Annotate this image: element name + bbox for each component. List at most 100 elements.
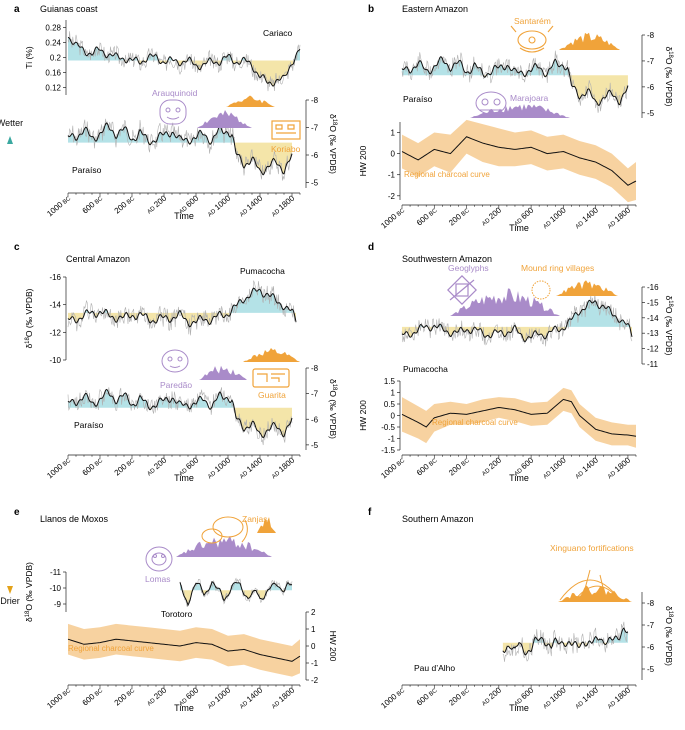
y-axis-label: δ18O (‰ VPDB) bbox=[24, 562, 34, 622]
x-tick-label: 1000 BC bbox=[45, 455, 73, 480]
y-axis-label: HW 200 bbox=[358, 145, 368, 176]
wetter-label: Wetter bbox=[0, 118, 23, 128]
histogram-koriabo bbox=[226, 95, 275, 107]
wet-fill bbox=[68, 37, 300, 61]
y-tick-label: -5 bbox=[647, 665, 655, 674]
y-tick-label: 0.28 bbox=[45, 24, 61, 33]
panel-title: Llanos de Moxos bbox=[40, 514, 109, 524]
chart-b-charcoal: -2 -1 0 1 HW 200 bbox=[358, 119, 637, 203]
y-tick-label: 0.12 bbox=[45, 84, 61, 93]
x-tick-label: 1000 BC bbox=[45, 685, 73, 710]
panel-d-header: d Southwestern Amazon bbox=[368, 242, 492, 264]
x-tick-label: 1000 BC bbox=[379, 205, 407, 230]
y-axis-label: δ18O (‰ VPDB) bbox=[664, 46, 674, 106]
y-tick-label: -7 bbox=[647, 621, 655, 630]
y-tick-label: -10 bbox=[49, 584, 61, 593]
y-tick-label: -14 bbox=[49, 301, 61, 310]
label-pumacocha-d: Pumacocha bbox=[403, 364, 448, 374]
panel-title: Central Amazon bbox=[66, 254, 130, 264]
x-tick-label: AD 1400 bbox=[573, 685, 601, 710]
dry-fill bbox=[180, 590, 292, 606]
charcoal-line bbox=[401, 398, 637, 437]
series-line bbox=[179, 581, 293, 607]
x-tick-label: AD 1800 bbox=[269, 685, 297, 710]
y-tick-label: -0.5 bbox=[381, 423, 395, 432]
marajoara-icon bbox=[475, 91, 507, 115]
x-tick-label: AD 200 bbox=[479, 205, 503, 227]
x-tick-label: AD 1400 bbox=[237, 685, 265, 710]
confidence-band bbox=[68, 623, 300, 677]
x-tick-label: 600 BC bbox=[415, 455, 439, 477]
label-santarem: Santarém bbox=[514, 16, 551, 26]
panel-title: Guianas coast bbox=[40, 4, 98, 14]
x-tick-label: AD 1800 bbox=[605, 205, 633, 230]
x-tick-label: 200 BC bbox=[447, 455, 471, 477]
drier-label: Drier bbox=[0, 596, 20, 606]
x-tick-label: 600 BC bbox=[81, 193, 105, 215]
y-tick-label: -8 bbox=[647, 31, 655, 40]
x-tick-label: AD 1800 bbox=[605, 685, 633, 710]
label-paraiso-c: Paraíso bbox=[74, 420, 104, 430]
series-line bbox=[67, 287, 297, 328]
x-tick-label: AD 1400 bbox=[573, 205, 601, 230]
x-tick-label: 200 BC bbox=[113, 455, 137, 477]
histogram-arauquinoid bbox=[197, 110, 252, 128]
dry-fill bbox=[502, 642, 628, 655]
x-tick-label: 600 BC bbox=[415, 205, 439, 227]
x-tick-label: 1000 BC bbox=[45, 193, 73, 218]
x-tick-label: AD 200 bbox=[479, 455, 503, 477]
x-tick-label: AD 200 bbox=[145, 193, 169, 215]
y-tick-label: 1 bbox=[311, 625, 316, 634]
wet-fill bbox=[402, 56, 628, 76]
y-tick-label: 2 bbox=[311, 608, 316, 617]
panel-title: Southern Amazon bbox=[402, 514, 474, 524]
x-tick-label: AD 1000 bbox=[205, 193, 233, 218]
y-tick-label: 0 bbox=[311, 642, 316, 651]
x-tick-label: 600 BC bbox=[81, 455, 105, 477]
histogram-paredao bbox=[199, 365, 247, 380]
raw-series-line bbox=[67, 387, 293, 446]
y-tick-label: -11 bbox=[647, 360, 659, 369]
label-geoglyphs: Geoglyphs bbox=[448, 263, 489, 273]
x-axis-label: Time bbox=[509, 703, 529, 713]
chart-e-charcoal: -2 -1 0 1 2 HW 200 bbox=[67, 608, 338, 685]
panel-e-header: e Llanos de Moxos bbox=[14, 507, 109, 524]
panel-letter: d bbox=[368, 242, 374, 253]
y-tick-label: -8 bbox=[647, 599, 655, 608]
y-axis-label: δ18O (‰ VPDB) bbox=[24, 288, 34, 348]
panel-title: Southwestern Amazon bbox=[402, 254, 492, 264]
y-tick-label: -12 bbox=[647, 345, 659, 354]
y-tick-label: -7 bbox=[311, 390, 319, 399]
y-axis-label: Ti (%) bbox=[24, 46, 34, 69]
y-tick-label: -8 bbox=[311, 96, 319, 105]
y-tick-label: -6 bbox=[311, 415, 319, 424]
panel-letter: c bbox=[14, 242, 20, 253]
x-tick-label: AD 1400 bbox=[237, 455, 265, 480]
y-axis-label: δ18O (‰ VPDB) bbox=[328, 379, 338, 439]
y-tick-label: -9 bbox=[54, 600, 62, 609]
label-arauquinoid: Arauquinoid bbox=[152, 88, 198, 98]
y-tick-label: -2 bbox=[311, 676, 319, 685]
y-tick-label: -1 bbox=[311, 659, 319, 668]
y-tick-label: 0.2 bbox=[50, 54, 62, 63]
wet-fill bbox=[68, 389, 292, 408]
x-tick-label: 200 BC bbox=[447, 685, 471, 707]
y-tick-label: 0 bbox=[391, 150, 396, 159]
label-xinguano: Xinguano fortifications bbox=[550, 543, 634, 553]
y-tick-label: -7 bbox=[647, 57, 655, 66]
raw-series-line bbox=[67, 118, 293, 181]
y-axis-label: HW 200 bbox=[328, 631, 338, 662]
x-axis-label: Time bbox=[509, 473, 529, 483]
series-line bbox=[67, 122, 293, 176]
x-axis-label: Time bbox=[174, 473, 194, 483]
x-tick-label: AD 1000 bbox=[541, 455, 569, 480]
histogram-santarem bbox=[559, 32, 620, 50]
label-guarita: Guarita bbox=[258, 390, 286, 400]
label-paraiso-b: Paraíso bbox=[403, 94, 433, 104]
dry-fill bbox=[68, 60, 300, 86]
x-tick-label: AD 1800 bbox=[269, 455, 297, 480]
y-axis-label: HW 200 bbox=[358, 400, 368, 431]
